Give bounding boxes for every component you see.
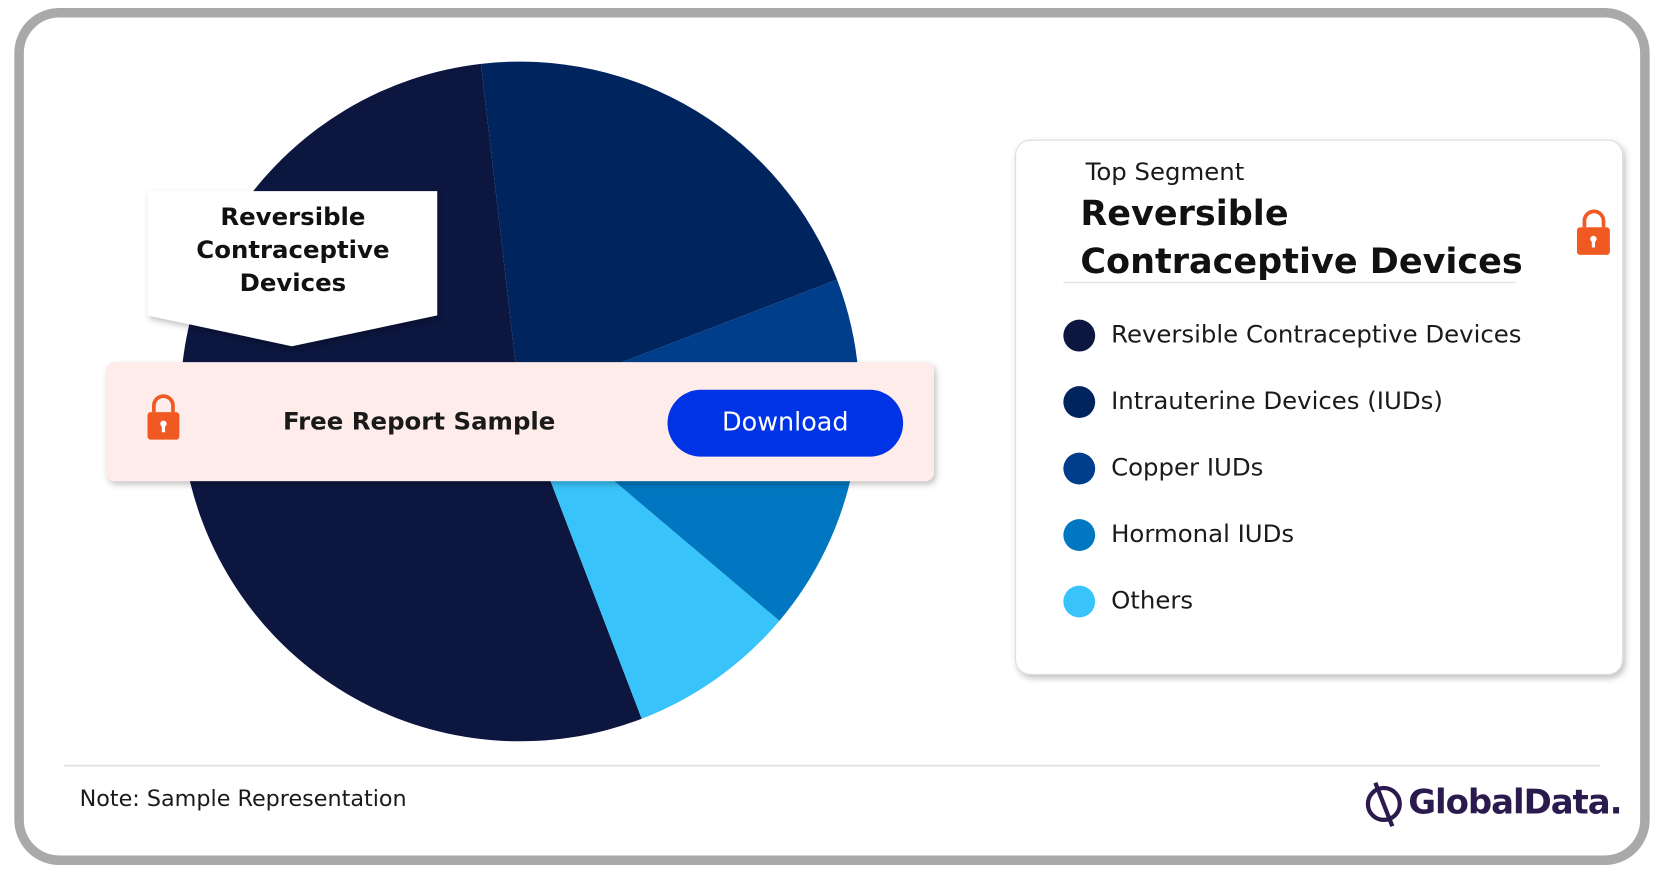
legend-label: Others — [1111, 586, 1193, 615]
top-segment-title: Reversible Contraceptive Devices — [1080, 192, 1523, 282]
legend-swatch — [1063, 319, 1096, 352]
pie-slice — [480, 61, 838, 402]
download-label[interactable]: Download — [722, 408, 849, 438]
legend-swatch — [1063, 519, 1096, 551]
legend-swatch — [1063, 386, 1096, 419]
legend-label: Intrauterine Devices (IUDs) — [1111, 386, 1443, 415]
download-button[interactable] — [667, 389, 904, 457]
legend-swatch — [1063, 452, 1096, 485]
legend-swatch — [1063, 585, 1096, 618]
legend-label: Hormonal IUDs — [1111, 519, 1294, 548]
top-segment-card — [1015, 139, 1624, 675]
callout-box — [147, 191, 438, 347]
banner-text: Free Report Sample — [283, 407, 555, 436]
note: Note: Sample Representation — [80, 786, 407, 812]
legend-label: Copper IUDs — [1111, 453, 1263, 482]
top-segment-title-box: Reversible Contraceptive Devices — [1080, 192, 1523, 282]
legend: Reversible Contraceptive Devices Intraute… — [1063, 319, 1522, 618]
brand-icon — [1365, 781, 1402, 828]
callout-label: Reversible Contraceptive Devices — [196, 203, 390, 298]
top-segment-heading: Top Segment — [1085, 157, 1245, 186]
legend-label: Reversible Contraceptive Devices — [1111, 320, 1521, 349]
callout: Reversible Contraceptive Devices — [196, 203, 390, 298]
lock-icon — [147, 394, 180, 440]
brand: GlobalData. — [1408, 782, 1621, 822]
lock-icon — [1576, 209, 1610, 255]
